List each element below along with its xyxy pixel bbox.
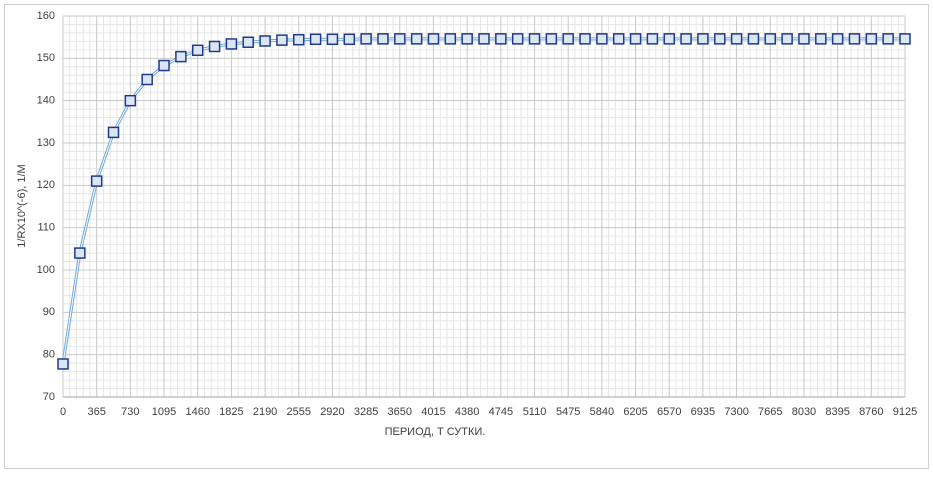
- x-tick-label: 4745: [489, 406, 513, 418]
- marker: [646, 33, 659, 45]
- marker: [444, 33, 457, 45]
- marker: [410, 33, 423, 45]
- y-tick-label: 120: [37, 179, 55, 191]
- marker: [191, 44, 204, 57]
- marker: [124, 94, 137, 107]
- marker: [730, 33, 743, 45]
- marker: [326, 33, 339, 46]
- x-tick-label: 5475: [556, 406, 580, 418]
- x-tick-label: 8030: [792, 406, 816, 418]
- x-tick-label: 2190: [253, 406, 277, 418]
- marker: [74, 247, 86, 259]
- x-tick-label: 730: [121, 406, 139, 418]
- marker: [629, 33, 642, 45]
- marker: [714, 33, 726, 45]
- marker: [865, 33, 878, 45]
- marker: [596, 33, 608, 45]
- marker: [764, 33, 777, 45]
- marker: [528, 33, 541, 45]
- x-tick-label: 1460: [185, 406, 209, 418]
- y-tick-label: 80: [43, 349, 55, 361]
- y-tick-label: 90: [43, 306, 55, 318]
- x-tick-label: 7300: [724, 406, 748, 418]
- y-tick-label: 110: [37, 222, 55, 234]
- marker: [831, 33, 844, 45]
- x-tick-label: 9125: [893, 406, 917, 418]
- marker: [848, 33, 861, 45]
- marker: [495, 33, 507, 45]
- marker: [57, 358, 69, 370]
- x-axis-label: ПЕРИОД, Т СУТКИ.: [385, 426, 486, 438]
- x-tick-label: 0: [60, 406, 66, 418]
- marker: [360, 33, 372, 45]
- marker: [612, 33, 625, 45]
- marker: [815, 33, 827, 45]
- marker: [158, 59, 170, 72]
- x-tick-label: 7665: [758, 406, 782, 418]
- marker: [562, 33, 574, 45]
- x-tick-label: 8760: [859, 406, 883, 418]
- marker: [225, 38, 238, 50]
- marker: [309, 33, 322, 46]
- y-tick-label: 100: [37, 264, 55, 276]
- marker: [90, 175, 103, 187]
- marker: [511, 33, 524, 45]
- x-tick-label: 1095: [152, 406, 176, 418]
- marker: [545, 33, 558, 45]
- marker: [579, 33, 591, 45]
- minor-grid: [63, 16, 905, 397]
- marker: [242, 36, 254, 48]
- marker: [747, 33, 760, 45]
- marker: [259, 35, 271, 47]
- marker: [899, 33, 911, 45]
- x-tick-label: 6935: [691, 406, 715, 418]
- x-tick-label: 365: [88, 406, 106, 418]
- marker: [663, 33, 675, 45]
- x-tick-label: 2920: [320, 406, 344, 418]
- x-tick-label: 3285: [354, 406, 378, 418]
- marker: [377, 33, 389, 45]
- y-tick-label: 160: [37, 10, 55, 22]
- marker: [697, 33, 709, 45]
- y-axis-label: 1/RX10^(-6), 1/M: [16, 164, 28, 247]
- marker: [276, 34, 288, 46]
- x-tick-label: 2555: [287, 406, 311, 418]
- marker: [175, 50, 187, 63]
- x-tick-label: 5840: [590, 406, 614, 418]
- y-tick-label: 70: [43, 391, 55, 403]
- x-tick-label: 4380: [455, 406, 479, 418]
- marker: [343, 33, 356, 46]
- marker: [394, 33, 406, 45]
- x-tick-label: 1825: [219, 406, 243, 418]
- marker: [427, 33, 440, 45]
- marker: [293, 33, 305, 46]
- x-tick-label: 8395: [825, 406, 849, 418]
- marker: [478, 33, 490, 45]
- y-tick-label: 150: [37, 52, 55, 64]
- marker: [461, 33, 473, 45]
- x-tick-label: 4015: [421, 406, 445, 418]
- marker: [208, 40, 221, 53]
- marker: [882, 33, 894, 45]
- marker: [781, 33, 793, 45]
- x-tick-label: 3650: [388, 406, 412, 418]
- y-tick-label: 140: [37, 95, 55, 107]
- marker: [798, 33, 810, 45]
- marker: [680, 33, 692, 45]
- y-tick-label: 130: [37, 137, 55, 149]
- x-tick-label: 6570: [657, 406, 681, 418]
- x-tick-label: 5110: [523, 406, 547, 418]
- marker: [141, 73, 153, 86]
- x-tick-label: 6205: [623, 406, 647, 418]
- marker: [107, 126, 120, 139]
